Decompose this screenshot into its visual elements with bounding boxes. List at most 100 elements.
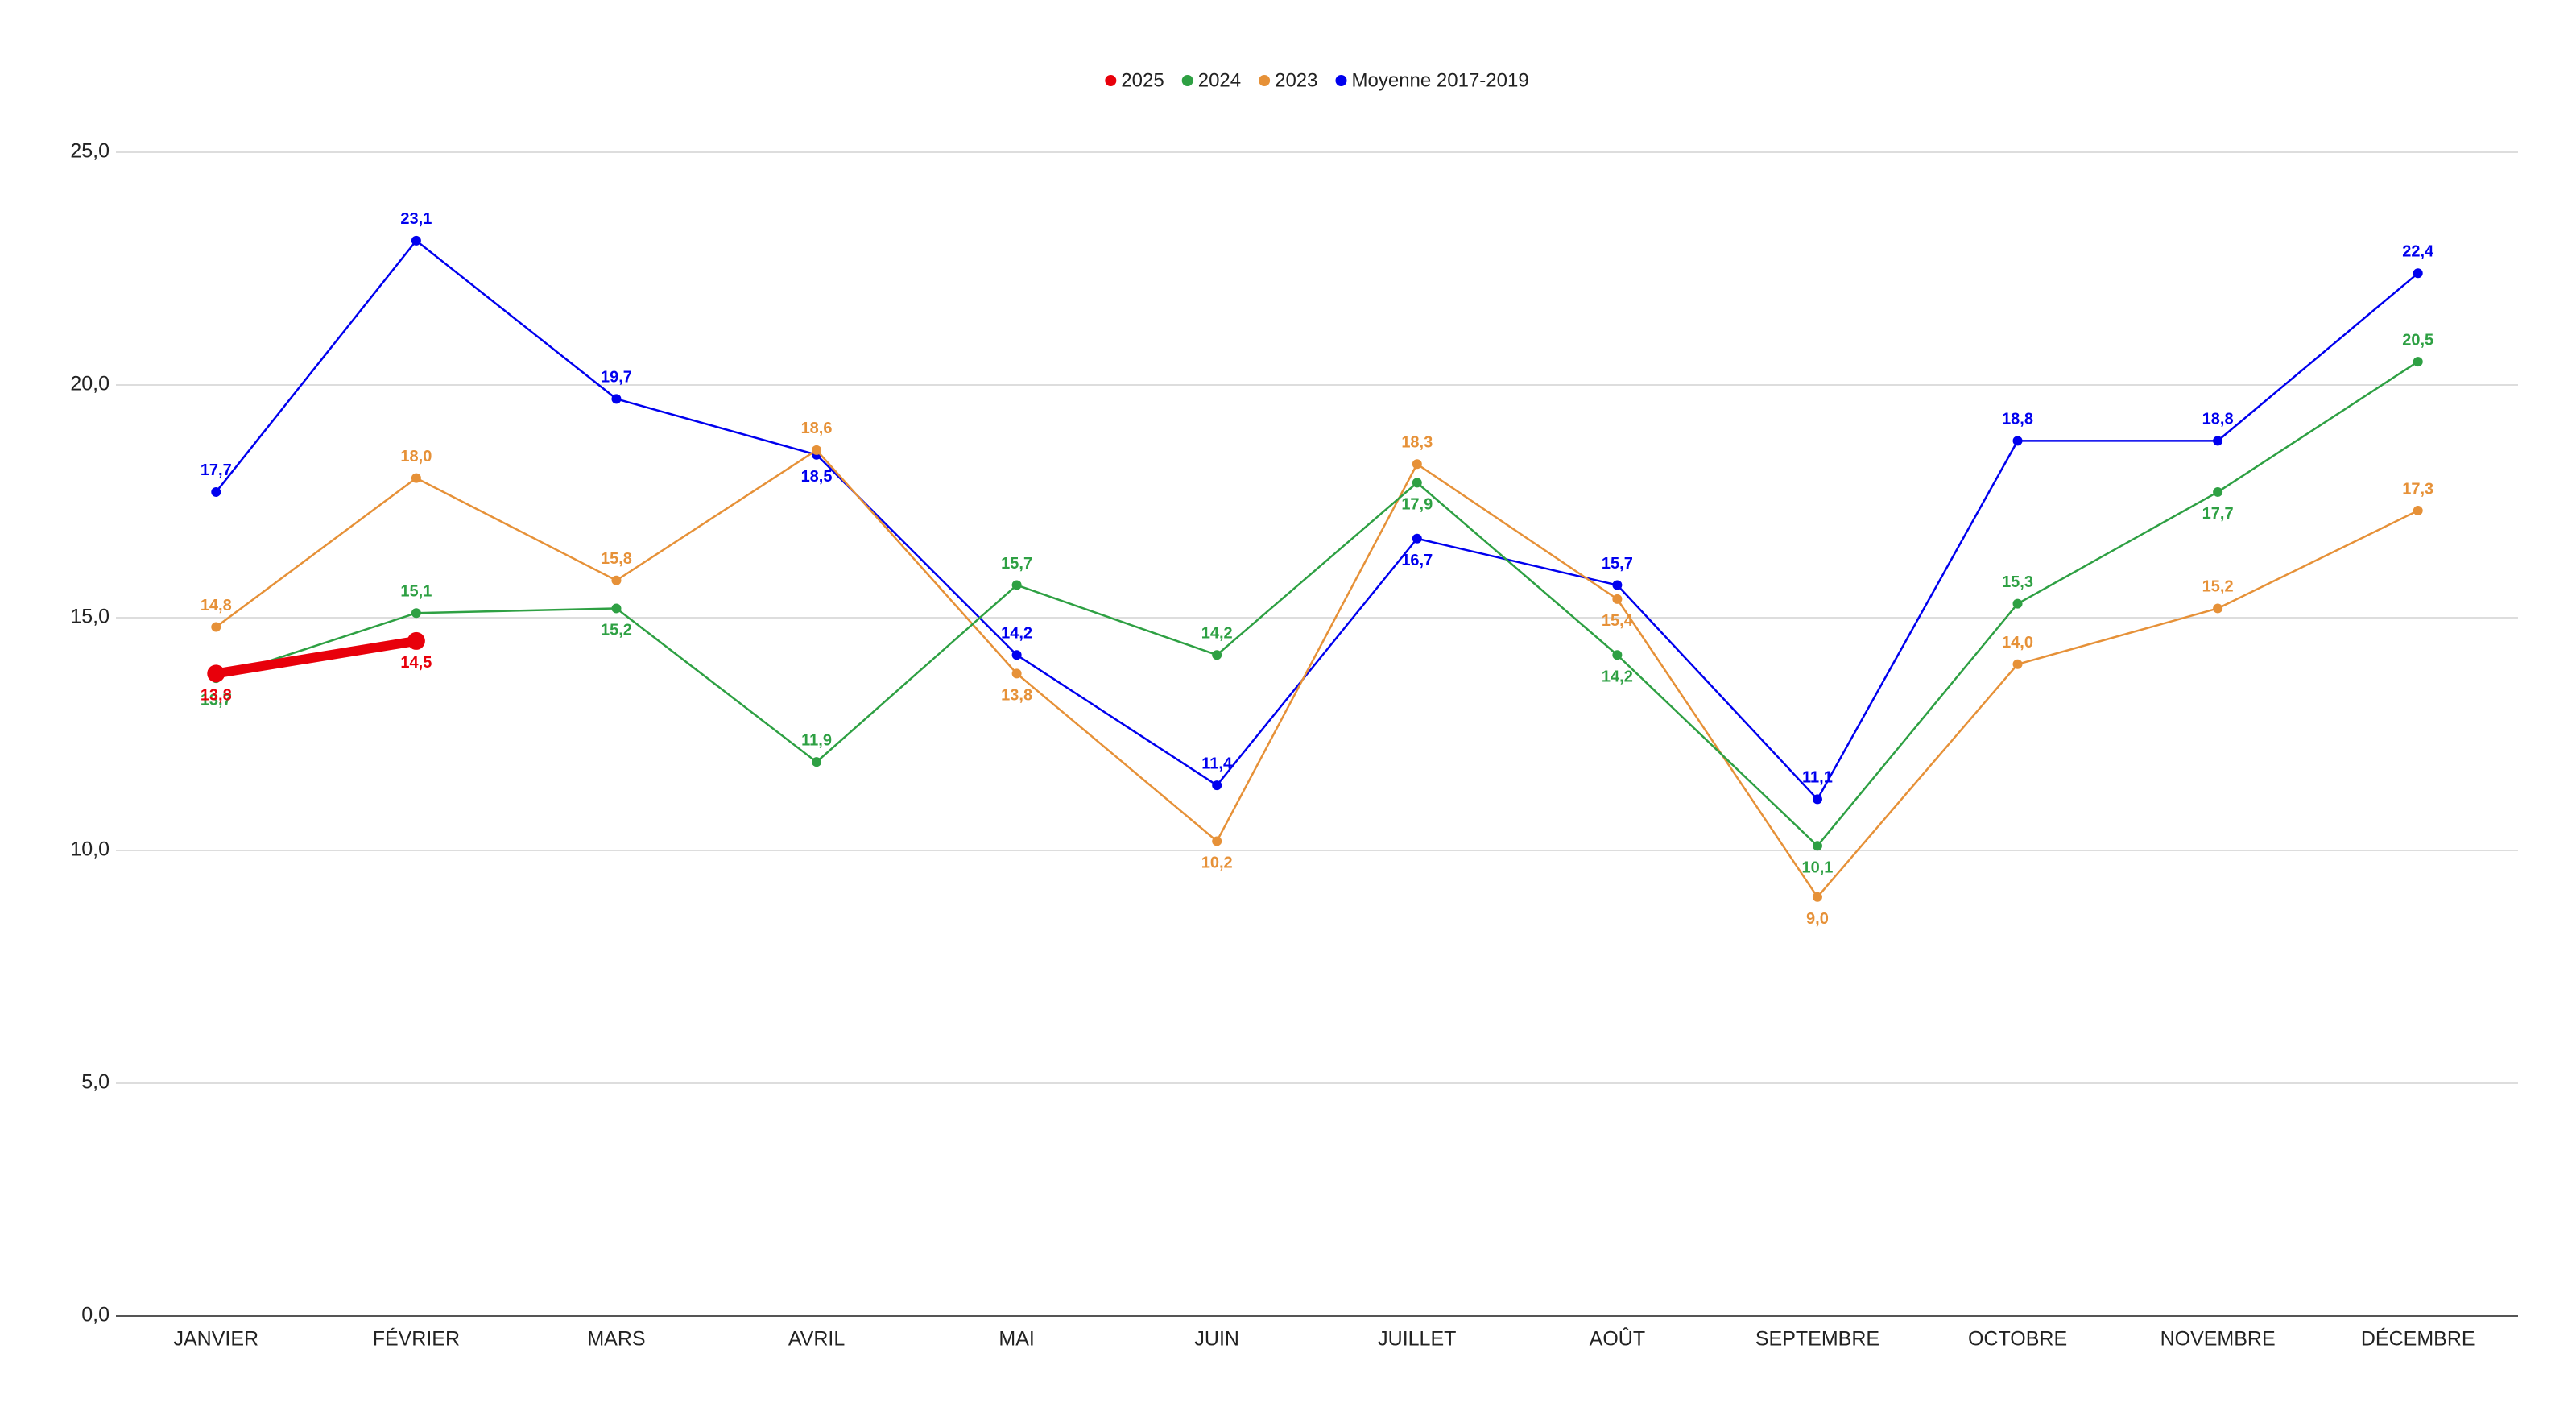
data-point xyxy=(1212,650,1222,660)
data-label: 14,2 xyxy=(1201,625,1233,643)
x-tick-label: NOVEMBRE xyxy=(2160,1328,2276,1351)
x-tick-label: OCTOBRE xyxy=(1968,1328,2067,1351)
x-tick-label: JUILLET xyxy=(1378,1328,1456,1351)
data-label: 18,8 xyxy=(2002,411,2033,428)
data-point xyxy=(1412,459,1422,470)
x-tick-label: FÉVRIER xyxy=(373,1327,460,1351)
data-point xyxy=(1812,794,1822,805)
series-line xyxy=(215,239,2419,801)
data-point xyxy=(611,575,622,585)
series-line xyxy=(215,360,2419,847)
data-point xyxy=(1612,650,1623,660)
data-point xyxy=(1612,594,1623,604)
x-tick-label: JUIN xyxy=(1194,1328,1239,1351)
legend-marker xyxy=(1259,75,1271,86)
data-label: 17,7 xyxy=(2202,505,2234,523)
data-label: 10,2 xyxy=(1201,854,1233,872)
data-label: 15,8 xyxy=(601,550,632,568)
data-point xyxy=(411,473,421,483)
data-point xyxy=(1412,478,1422,488)
data-point xyxy=(2213,436,2223,446)
series xyxy=(207,631,425,683)
data-label: 15,3 xyxy=(2002,573,2033,591)
x-tick-label: SEPTEMBRE xyxy=(1755,1328,1879,1351)
data-point xyxy=(611,394,622,404)
data-label: 15,1 xyxy=(400,583,432,601)
legend-marker xyxy=(1105,75,1117,86)
data-point xyxy=(2413,357,2423,367)
data-point xyxy=(2413,268,2423,279)
data-label: 15,4 xyxy=(1602,612,1634,630)
data-label: 13,8 xyxy=(201,687,232,705)
data-point xyxy=(812,757,822,767)
data-label: 14,8 xyxy=(201,597,232,614)
data-label: 18,6 xyxy=(801,420,833,437)
data-point xyxy=(2213,603,2223,614)
y-tick-label: 20,0 xyxy=(70,373,110,395)
data-point xyxy=(611,603,622,614)
data-label: 14,0 xyxy=(2002,634,2033,652)
series-line xyxy=(215,449,2419,899)
y-tick-label: 10,0 xyxy=(70,838,110,861)
data-point xyxy=(1011,580,1022,590)
data-label: 18,0 xyxy=(400,448,432,465)
data-point xyxy=(207,664,225,683)
data-label: 23,1 xyxy=(400,210,432,228)
data-point xyxy=(2012,598,2023,609)
data-label: 18,8 xyxy=(2202,411,2234,428)
data-label: 15,7 xyxy=(1001,555,1032,573)
data-point xyxy=(407,631,425,650)
x-tick-label: AOÛT xyxy=(1590,1327,1645,1351)
data-label: 17,7 xyxy=(201,461,232,479)
legend-marker xyxy=(1181,75,1193,86)
x-tick-label: MARS xyxy=(587,1328,645,1351)
data-label: 9,0 xyxy=(1806,910,1829,928)
data-label: 18,3 xyxy=(1401,434,1433,452)
data-label: 17,3 xyxy=(2402,480,2433,498)
data-label: 11,1 xyxy=(1802,769,1833,787)
data-label: 11,9 xyxy=(801,731,832,749)
y-tick-label: 15,0 xyxy=(70,606,110,628)
data-label: 14,2 xyxy=(1602,668,1633,686)
data-label: 16,7 xyxy=(1401,552,1433,569)
legend-label: Moyenne 2017-2019 xyxy=(1352,69,1529,91)
x-tick-label: JANVIER xyxy=(173,1328,258,1351)
data-label: 22,4 xyxy=(2402,243,2434,261)
data-point xyxy=(2012,659,2023,669)
legend-label: 2023 xyxy=(1275,69,1317,91)
series xyxy=(211,357,2423,851)
data-label: 17,9 xyxy=(1401,496,1433,514)
legend-label: 2024 xyxy=(1198,69,1241,91)
data-label: 13,7 xyxy=(201,691,232,709)
data-point xyxy=(411,608,421,619)
data-label: 15,7 xyxy=(1602,555,1633,573)
data-point xyxy=(1812,892,1822,902)
data-point xyxy=(2012,436,2023,446)
data-point xyxy=(1011,668,1022,679)
legend: 2025 2024 2023 Moyenne 2017-2019 xyxy=(1105,69,1529,91)
data-label: 15,2 xyxy=(601,622,632,639)
x-tick-label: MAI xyxy=(999,1328,1034,1351)
series-line xyxy=(211,635,421,679)
legend-marker xyxy=(1335,75,1347,86)
data-point xyxy=(1011,650,1022,660)
data-label: 14,2 xyxy=(1001,625,1032,643)
data-point xyxy=(1212,780,1222,791)
data-label: 15,2 xyxy=(2202,578,2234,596)
data-point xyxy=(2413,506,2423,516)
data-point xyxy=(2213,486,2223,497)
data-point xyxy=(211,622,221,632)
data-label: 11,4 xyxy=(1201,755,1233,772)
legend-label: 2025 xyxy=(1121,69,1164,91)
data-label: 20,5 xyxy=(2402,331,2433,349)
data-point xyxy=(211,486,221,497)
x-tick-label: DÉCEMBRE xyxy=(2361,1327,2475,1351)
data-point xyxy=(812,445,822,455)
series xyxy=(211,235,2423,805)
data-label: 19,7 xyxy=(601,369,632,387)
data-point xyxy=(1612,580,1623,590)
x-tick-label: AVRIL xyxy=(788,1328,845,1351)
data-point xyxy=(1812,841,1822,851)
data-point xyxy=(1212,836,1222,846)
